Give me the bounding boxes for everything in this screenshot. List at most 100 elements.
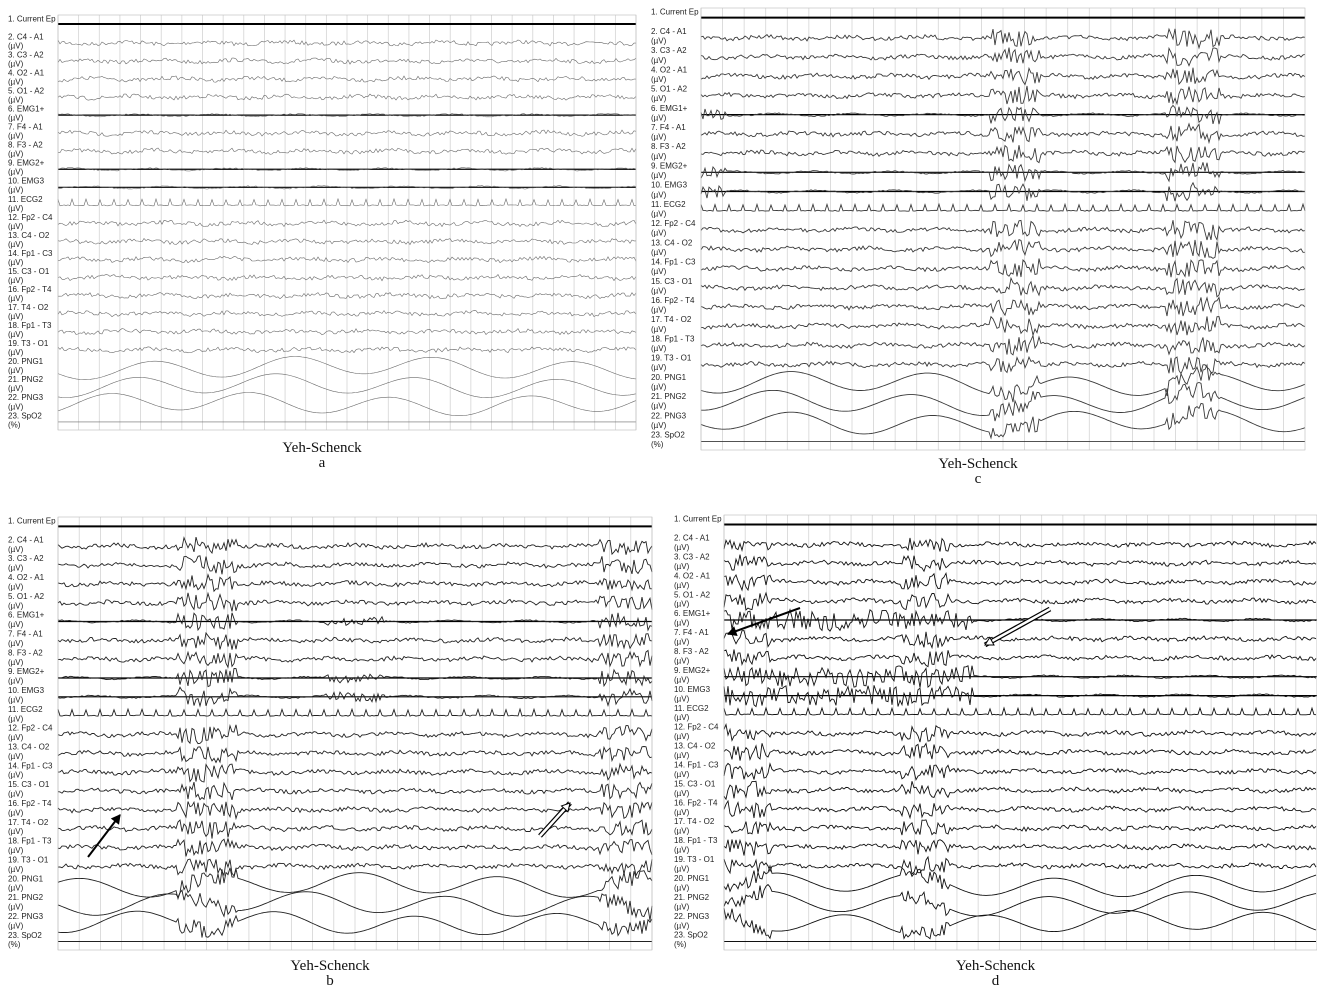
channel-unit: (µV) [8, 402, 24, 411]
signal-trace [724, 573, 1316, 590]
channel-label: 20. PNG1 [8, 357, 44, 366]
channel-unit: (µV) [651, 37, 667, 46]
channel-label: 18. Fp1 - T3 [651, 334, 695, 343]
channel-label: 13. C4 - O2 [8, 743, 50, 752]
channel-unit: (µV) [651, 306, 667, 315]
channel-unit: (µV) [8, 114, 24, 123]
channel-label: 13. C4 - O2 [8, 231, 50, 240]
channel-label: 22. PNG3 [8, 912, 44, 921]
channel-label: 10. EMG3 [651, 181, 688, 190]
channel-label: 20. PNG1 [8, 874, 44, 883]
panel-letter: d [992, 973, 1000, 989]
channel-unit: (µV) [674, 638, 690, 647]
channel-unit: (µV) [8, 168, 24, 177]
channel-label: 14. Fp1 - C3 [8, 761, 53, 770]
channel-label: 15. C3 - O1 [674, 779, 716, 788]
channel-unit: (µV) [8, 222, 24, 231]
channel-unit: (µV) [674, 713, 690, 722]
channel-label: 2. C4 - A1 [674, 534, 710, 543]
channel-label: 6. EMG1+ [674, 609, 711, 618]
channel-unit: (µV) [8, 240, 24, 249]
channel-label: 7. F4 - A1 [8, 123, 43, 132]
channel-unit: (%) [674, 940, 687, 949]
signal-trace [724, 840, 1316, 856]
channel-unit: (µV) [8, 348, 24, 357]
channel-label: 5. O1 - A2 [651, 85, 688, 94]
channel-unit: (µV) [651, 402, 667, 411]
signal-trace [724, 631, 1316, 648]
channel-label: 16. Fp2 - T4 [674, 798, 718, 807]
signal-trace [724, 857, 1316, 874]
channel-unit: (µV) [651, 286, 667, 295]
channel-unit: (µV) [8, 827, 24, 836]
channel-label: 4. O2 - A1 [8, 68, 45, 77]
channel-unit: (µV) [651, 267, 667, 276]
channel-label: 8. F3 - A2 [674, 647, 709, 656]
channel-unit: (µV) [8, 204, 24, 213]
panel-letter: a [319, 455, 326, 471]
channel-label: 11. ECG2 [8, 705, 43, 714]
channel-label: 16. Fp2 - T4 [8, 285, 52, 294]
eeg-panel: 1. Current Ep2. C4 - A1(µV)3. C3 - A2(µV… [674, 515, 1317, 989]
channel-label: 22. PNG3 [674, 912, 710, 921]
channel-label: 12. Fp2 - C4 [8, 724, 53, 733]
channel-label: 20. PNG1 [651, 373, 687, 382]
channel-unit: (µV) [651, 210, 667, 219]
channel-unit: (µV) [651, 171, 667, 180]
channel-unit: (%) [8, 940, 21, 949]
channel-label: 3. C3 - A2 [651, 46, 687, 55]
channel-label: 17. T4 - O2 [674, 817, 715, 826]
channel-unit: (µV) [8, 677, 24, 686]
channel-unit: (µV) [8, 545, 24, 554]
channel-label: 11. ECG2 [651, 200, 686, 209]
channel-label: 20. PNG1 [674, 874, 710, 883]
channel-label: 9. EMG2+ [674, 666, 711, 675]
channel-unit: (µV) [674, 827, 690, 836]
channel-unit: (µV) [651, 133, 667, 142]
panel-caption: Yeh-Schenck [956, 958, 1036, 974]
signal-trace [724, 781, 1316, 799]
channel-unit: (µV) [8, 77, 24, 86]
channel-label: 22. PNG3 [651, 411, 687, 420]
channel-label: 9. EMG2+ [651, 161, 688, 170]
channel-label: 17. T4 - O2 [8, 303, 49, 312]
channel-unit: (µV) [8, 312, 24, 321]
channel-label: 4. O2 - A1 [674, 571, 711, 580]
signal-trace [724, 885, 1316, 917]
channel-unit: (µV) [8, 771, 24, 780]
signal-trace [724, 866, 1316, 897]
channel-unit: (µV) [651, 248, 667, 257]
channel-label: 17. T4 - O2 [8, 818, 49, 827]
channel-unit: (µV) [8, 733, 24, 742]
channel-unit: (µV) [8, 41, 24, 50]
channel-unit: (µV) [674, 562, 690, 571]
channel-label: 7. F4 - A1 [8, 630, 43, 639]
channel-unit: (µV) [651, 229, 667, 238]
channel-label: 7. F4 - A1 [674, 628, 709, 637]
channel-label: 2. C4 - A1 [8, 535, 44, 544]
channel-label: 19. T3 - O1 [8, 855, 49, 864]
panel-letter: b [326, 973, 334, 989]
channel-label: 15. C3 - O1 [8, 267, 50, 276]
channel-unit: (µV) [651, 94, 667, 103]
channel-label: 8. F3 - A2 [651, 142, 686, 151]
channel-unit: (µV) [674, 694, 690, 703]
channel-label: 19. T3 - O1 [8, 339, 49, 348]
channel-label: 12. Fp2 - C4 [651, 219, 696, 228]
channel-label: 10. EMG3 [8, 686, 45, 695]
channel-label: 15. C3 - O1 [8, 780, 50, 789]
channel-label: 8. F3 - A2 [8, 141, 43, 150]
signal-trace [724, 538, 1316, 552]
channel-label: 10. EMG3 [674, 685, 711, 694]
channel-unit: (µV) [651, 325, 667, 334]
arrow-head [728, 627, 737, 635]
channel-label: 6. EMG1+ [651, 104, 688, 113]
signal-trace [724, 650, 1316, 667]
channel-unit: (µV) [674, 675, 690, 684]
channel-unit: (µV) [651, 382, 667, 391]
channel-unit: (µV) [8, 366, 24, 375]
channel-label: 11. ECG2 [674, 704, 709, 713]
signal-trace [724, 725, 1316, 743]
channel-label: 9. EMG2+ [8, 159, 45, 168]
channel-unit: (µV) [8, 752, 24, 761]
